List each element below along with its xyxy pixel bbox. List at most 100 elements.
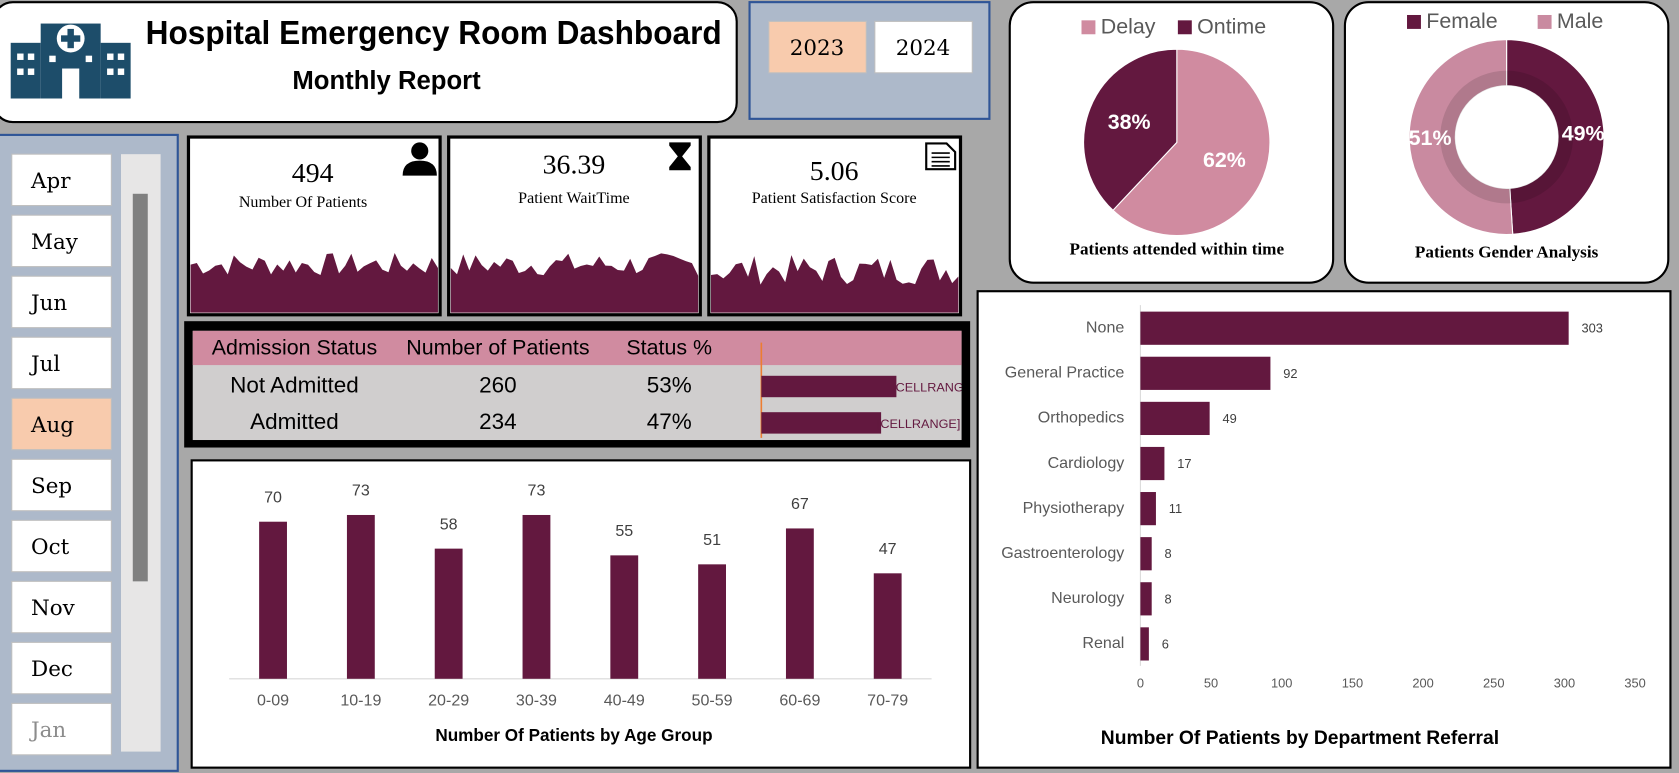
referral-chart-frame: [976, 290, 1672, 769]
data-label: 6: [1162, 636, 1169, 651]
data-label: 70: [264, 488, 282, 506]
data-label: 47: [879, 540, 897, 558]
data-label: 38%: [1108, 110, 1151, 134]
bar: [1140, 627, 1149, 661]
month-button-label[interactable]: Dec: [31, 657, 73, 682]
chart-title: Patients attended within time: [1070, 239, 1285, 258]
icon-part: [925, 142, 957, 171]
month-button[interactable]: [11, 336, 112, 390]
bar: [1140, 582, 1152, 616]
kpi-sparkline: [450, 253, 699, 313]
table-cell: 53%: [647, 372, 692, 397]
chart-title: Patients Gender Analysis: [1415, 243, 1599, 262]
month-button-label[interactable]: Jan: [29, 718, 66, 743]
bar: [698, 564, 726, 679]
data-bar-label: [CELLRANGE]: [877, 418, 961, 431]
donut-frame: [1343, 1, 1670, 284]
x-tick-label: 150: [1342, 676, 1363, 691]
table-header-band: [192, 330, 962, 366]
dashboard-subtitle: Monthly Report: [292, 67, 481, 95]
month-button-label[interactable]: Oct: [31, 535, 70, 560]
data-bar: [761, 375, 897, 398]
x-tick-label: 0: [1137, 676, 1144, 691]
icon-part: [411, 142, 429, 160]
y-tick-label: Cardiology: [1048, 454, 1125, 472]
data-label: 73: [352, 482, 370, 500]
legend-swatch: [1537, 14, 1552, 29]
slice: [1408, 39, 1514, 235]
month-button[interactable]: [11, 641, 112, 695]
data-bar: [761, 412, 882, 434]
hospital-icon: [10, 23, 131, 99]
bar: [434, 548, 463, 679]
year-button-label[interactable]: 2023: [790, 36, 844, 61]
month-button[interactable]: [11, 214, 112, 268]
kpi-label: Number Of Patients: [239, 194, 367, 211]
year-button[interactable]: [768, 20, 867, 74]
x-tick-label: 20-29: [428, 692, 469, 710]
data-label: 49%: [1562, 121, 1605, 145]
bar: [610, 555, 639, 679]
icon-part: [402, 160, 437, 176]
month-button-label[interactable]: Jul: [29, 352, 60, 377]
month-button[interactable]: [11, 519, 112, 573]
kpi-value: 36.39: [543, 149, 606, 180]
data-label: 73: [528, 482, 546, 500]
kpi-icon: [925, 142, 957, 171]
slice: [1506, 39, 1605, 235]
bar: [1140, 492, 1156, 526]
legend-swatch: [1177, 20, 1192, 35]
data-label: 49: [1223, 411, 1237, 426]
kpi-icon: [669, 142, 691, 171]
year-button[interactable]: [874, 20, 973, 74]
x-tick-label: 50: [1204, 676, 1218, 691]
legend-label: Ontime: [1197, 14, 1266, 38]
legend-label: Male: [1557, 9, 1603, 33]
year-button-label[interactable]: 2024: [896, 36, 950, 61]
data-bar-label: [CELLRANGE]: [892, 382, 976, 395]
x-tick-label: 300: [1554, 676, 1575, 691]
month-button[interactable]: [11, 458, 112, 512]
slice: [1112, 48, 1271, 237]
scroll-thumb[interactable]: [132, 193, 148, 582]
table-cell: 260: [479, 372, 517, 397]
month-button[interactable]: [11, 580, 112, 634]
y-tick-label: Physiotherapy: [1023, 499, 1125, 517]
bar: [346, 514, 375, 679]
month-button[interactable]: [11, 275, 112, 329]
y-tick-label: Renal: [1082, 634, 1124, 652]
month-button[interactable]: [11, 702, 112, 756]
month-button-label[interactable]: Jun: [29, 291, 67, 316]
chart-title: Number Of Patients by Age Group: [435, 725, 712, 745]
bar: [1140, 401, 1210, 436]
slice: [1083, 48, 1178, 212]
data-label: 8: [1165, 591, 1172, 606]
table-header: Number of Patients: [406, 336, 589, 360]
x-tick-label: 200: [1412, 676, 1433, 691]
x-tick-label: 250: [1483, 676, 1504, 691]
bar: [1140, 311, 1569, 345]
month-button[interactable]: [11, 153, 112, 207]
bar: [1140, 537, 1152, 571]
month-button-label[interactable]: Aug: [30, 413, 74, 438]
table-cell: Admitted: [250, 409, 339, 434]
month-button-label[interactable]: Apr: [30, 169, 71, 194]
databar-area: [CELLRANGE] [CELLRANGE]: [761, 375, 976, 434]
month-button[interactable]: [11, 397, 112, 451]
x-tick-label: 50-59: [692, 692, 733, 710]
table-header: Status %: [626, 336, 712, 360]
data-label: 55: [615, 522, 633, 540]
data-label: 58: [440, 515, 458, 533]
data-label: 11: [1169, 501, 1182, 516]
month-button-label[interactable]: May: [31, 230, 79, 255]
month-button-label[interactable]: Nov: [31, 596, 76, 621]
data-label: 303: [1582, 321, 1603, 336]
data-label: 51%: [1409, 126, 1452, 150]
legend-swatch: [1407, 14, 1421, 29]
icon-part: [669, 142, 691, 171]
slice-inner-ring: [1506, 70, 1574, 204]
month-button-label[interactable]: Sep: [31, 474, 72, 499]
kpi-sparkline: [711, 255, 959, 313]
x-tick-label: 0-09: [257, 692, 289, 710]
